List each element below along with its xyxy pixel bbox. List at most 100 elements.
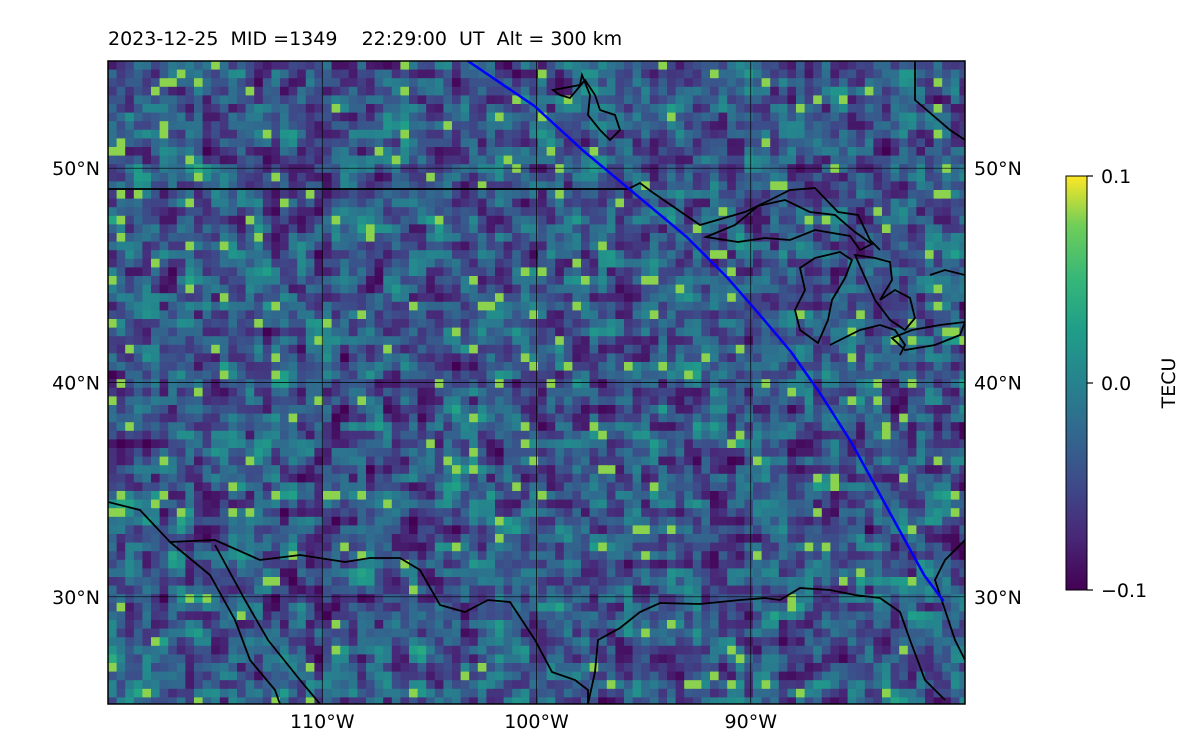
tec-cell: [168, 473, 178, 483]
tec-cell: [847, 387, 857, 397]
tec-cell: [228, 129, 238, 139]
tec-cell: [658, 215, 668, 225]
tec-cell: [460, 198, 470, 208]
tec-cell: [469, 86, 479, 96]
tec-cell: [176, 344, 186, 354]
tec-cell: [907, 172, 917, 182]
tec-cell: [297, 250, 307, 260]
tec-cell: [581, 95, 591, 105]
tec-cell: [675, 396, 685, 406]
tec-cell: [280, 448, 290, 458]
tec-cell: [701, 86, 711, 96]
tec-cell: [916, 473, 926, 483]
tec-cell: [916, 456, 926, 466]
tec-cell: [890, 439, 900, 449]
tec-cell: [864, 430, 874, 440]
tec-cell: [649, 258, 659, 268]
tec-cell: [899, 413, 909, 423]
tec-cell: [624, 78, 634, 88]
tec-cell: [658, 164, 668, 174]
tec-cell: [185, 473, 195, 483]
tec-cell: [641, 473, 651, 483]
tec-cell: [658, 379, 668, 389]
tec-cell: [262, 473, 272, 483]
tec-cell: [245, 448, 255, 458]
tec-cell: [804, 405, 814, 415]
tec-cell: [950, 61, 960, 71]
tec-cell: [658, 319, 668, 329]
tec-cell: [116, 439, 126, 449]
tec-cell: [185, 482, 195, 492]
tec-cell: [314, 387, 324, 397]
tec-cell: [796, 224, 806, 234]
tec-cell: [555, 327, 565, 337]
tec-cell: [228, 224, 238, 234]
tec-cell: [899, 78, 909, 88]
tec-cell: [632, 379, 642, 389]
tec-cell: [830, 224, 840, 234]
tec-cell: [538, 439, 548, 449]
tec-cell: [357, 233, 367, 243]
tec-cell: [271, 121, 281, 131]
tec-cell: [520, 172, 530, 182]
tec-cell: [348, 370, 358, 380]
tec-cell: [692, 121, 702, 131]
tec-cell: [331, 465, 341, 475]
tec-cell: [219, 95, 229, 105]
tec-cell: [882, 258, 892, 268]
tec-cell: [675, 284, 685, 294]
tec-cell: [959, 379, 965, 389]
tec-cell: [194, 233, 204, 243]
tec-cell: [409, 405, 419, 415]
tec-cell: [176, 293, 186, 303]
tec-cell: [280, 104, 290, 114]
tec-cell: [804, 155, 814, 165]
tec-cell: [452, 327, 462, 337]
tec-cell: [804, 233, 814, 243]
tec-cell: [563, 258, 573, 268]
tec-cell: [555, 439, 565, 449]
tec-cell: [890, 396, 900, 406]
tec-cell: [598, 129, 608, 139]
tec-cell: [839, 258, 849, 268]
tec-cell: [409, 456, 419, 466]
tec-cell: [348, 181, 358, 191]
tec-cell: [624, 396, 634, 406]
tec-cell: [176, 95, 186, 105]
tec-cell: [271, 396, 281, 406]
tec-cell: [589, 379, 599, 389]
tec-cell: [899, 164, 909, 174]
tec-cell: [804, 473, 814, 483]
tec-cell: [520, 430, 530, 440]
tec-cell: [211, 78, 221, 88]
tec-cell: [108, 379, 118, 389]
tec-cell: [856, 155, 866, 165]
tec-cell: [434, 293, 444, 303]
tec-cell: [374, 95, 384, 105]
tec-cell: [744, 207, 754, 217]
tec-cell: [839, 181, 849, 191]
tec-cell: [890, 164, 900, 174]
tec-cell: [452, 95, 462, 105]
tec-cell: [624, 250, 634, 260]
tec-cell: [271, 310, 281, 320]
tec-cell: [417, 379, 427, 389]
tec-cell: [366, 284, 376, 294]
tec-cell: [942, 181, 952, 191]
tec-cell: [314, 448, 324, 458]
tec-cell: [581, 129, 591, 139]
tec-cell: [142, 284, 152, 294]
tec-cell: [443, 379, 453, 389]
tec-cell: [632, 129, 642, 139]
tec-cell: [701, 439, 711, 449]
tec-cell: [839, 310, 849, 320]
tec-cell: [821, 172, 831, 182]
tec-cell: [142, 439, 152, 449]
tec-cell: [237, 448, 247, 458]
tec-cell: [821, 439, 831, 449]
tec-cell: [357, 276, 367, 286]
tec-cell: [409, 448, 419, 458]
tec-cell: [899, 276, 909, 286]
tec-cell: [254, 61, 264, 71]
